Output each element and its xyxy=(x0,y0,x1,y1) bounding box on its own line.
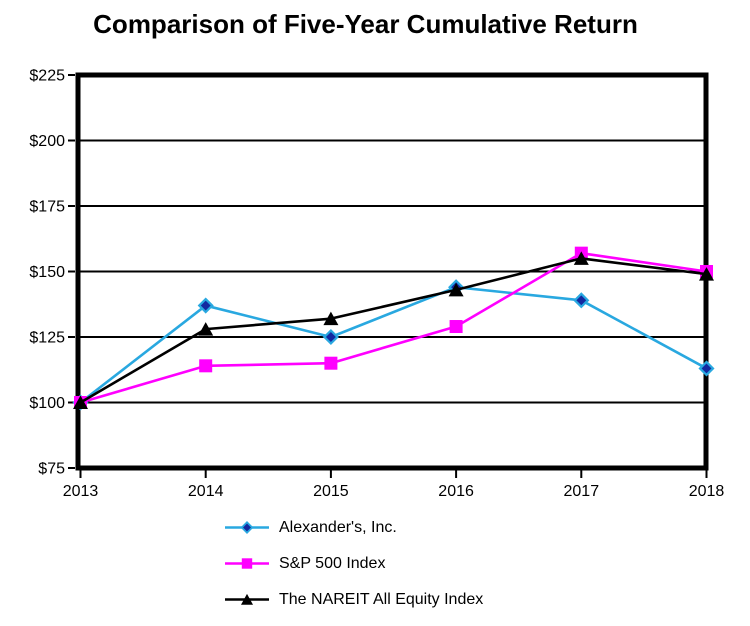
the-nareit-all-equity-index-marker xyxy=(573,251,589,265)
x-axis-label-2018: 2018 xyxy=(689,483,725,500)
sp500-line-square-swatch-icon xyxy=(225,558,269,569)
x-axis-label-2015: 2015 xyxy=(313,483,349,500)
alexanders-line-diamond-swatch-icon xyxy=(225,521,269,534)
the-nareit-all-equity-index-marker xyxy=(198,322,214,336)
the-nareit-all-equity-index-marker xyxy=(73,395,88,409)
s-p-500-index-marker xyxy=(449,320,463,334)
y-axis-label-150: $150 xyxy=(29,264,65,281)
legend-item-sp500-index: S&P 500 Index xyxy=(224,553,483,574)
s-p-500-index-marker xyxy=(241,558,253,569)
the-nareit-all-equity-index-marker xyxy=(448,282,464,297)
legend-item-alexanders-inc: Alexander's, Inc. xyxy=(224,517,483,538)
x-axis-label-2014: 2014 xyxy=(188,483,224,500)
alexander-s-inc-marker xyxy=(197,297,214,314)
chart-title: Comparison of Five-Year Cumulative Retur… xyxy=(93,9,638,39)
legend-item-nareit-all-equity-index: The NAREIT All Equity Index xyxy=(224,589,483,610)
series-line-alexander-s-inc xyxy=(79,285,708,404)
y-axis-label-100: $100 xyxy=(29,395,65,412)
the-nareit-all-equity-index-marker xyxy=(241,593,253,605)
y-axis-label-200: $200 xyxy=(29,133,65,150)
s-p-500-index-marker xyxy=(199,359,213,373)
x-axis-label-2016: 2016 xyxy=(438,483,474,500)
the-nareit-all-equity-index-marker xyxy=(699,267,714,281)
alexander-s-inc-marker xyxy=(573,292,590,309)
the-nareit-all-equity-index-marker xyxy=(323,311,339,326)
y-axis-label-125: $125 xyxy=(29,330,65,347)
x-axis-label-2017: 2017 xyxy=(564,483,600,500)
y-axis-label-225: $225 xyxy=(29,68,65,85)
alexander-s-inc-marker xyxy=(322,328,339,346)
legend-label-sp500-index: S&P 500 Index xyxy=(279,554,386,572)
x-axis-label-2013: 2013 xyxy=(63,483,99,500)
s-p-500-index-marker xyxy=(324,356,338,370)
legend-label-nareit-all-equity-index: The NAREIT All Equity Index xyxy=(279,590,484,608)
alexander-s-inc-marker xyxy=(698,360,715,377)
y-axis-label-175: $175 xyxy=(29,199,65,216)
series-line-s-p-500-index xyxy=(80,251,707,404)
y-axis-label-75: $75 xyxy=(38,461,65,478)
alexander-s-inc-marker xyxy=(240,521,254,534)
chart-legend: Alexander's, Inc. S&P 500 Index The NARE… xyxy=(224,517,483,610)
series-line-the-nareit-all-equity-index xyxy=(79,257,707,404)
legend-label-alexanders-inc: Alexander's, Inc. xyxy=(279,518,397,536)
nareit-line-triangle-swatch-icon xyxy=(225,593,269,605)
line-chart-plot: $75 $100 $125 $150 $175 $200 $225 2013 2014 2015 2… xyxy=(29,68,725,501)
